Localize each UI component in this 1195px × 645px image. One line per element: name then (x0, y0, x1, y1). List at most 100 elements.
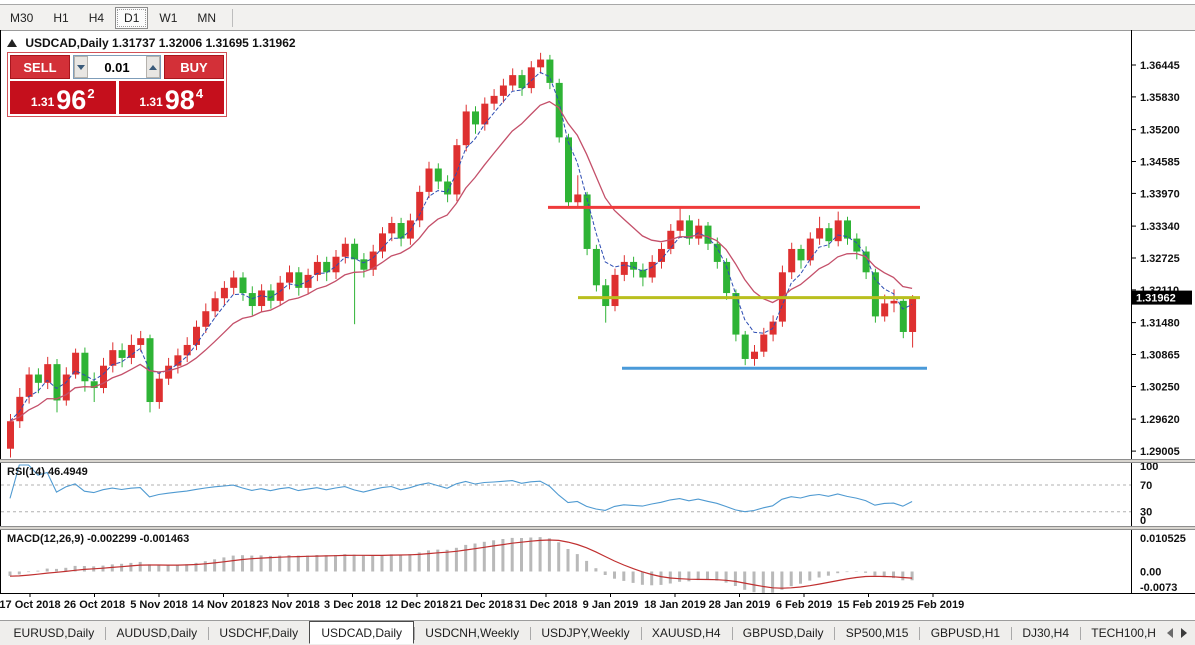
macd-histogram-bar (473, 543, 477, 572)
ask-price-display[interactable]: 1.31 98 4 (118, 81, 224, 114)
candle-body (797, 248, 805, 261)
macd-histogram-bar (603, 571, 607, 575)
panel-splitter[interactable] (0, 459, 1195, 463)
timeframe-button-mn[interactable]: MN (197, 10, 217, 25)
candle-body (825, 228, 833, 242)
candle-body (379, 233, 386, 252)
chart-tab-usdjpy[interactable]: USDJPY,Weekly (541, 626, 630, 640)
candle-body (388, 223, 396, 234)
candle-body (286, 272, 293, 283)
macd-histogram-bar (817, 571, 821, 578)
date-tick-label: 18 Jan 2019 (644, 599, 706, 611)
macd-histogram-bar (520, 538, 523, 572)
macd-histogram-bar (454, 547, 458, 572)
chart-tab-audusd[interactable]: AUDUSD,Daily (116, 626, 198, 640)
candle-body (490, 95, 498, 104)
candle-body (862, 251, 870, 273)
timeframe-button-d1[interactable]: D1 (115, 6, 149, 29)
macd-histogram-bar (268, 555, 272, 572)
candle-body (527, 67, 535, 89)
candle-body (425, 168, 433, 192)
panel-splitter[interactable] (0, 526, 1195, 530)
date-tick-label: 28 Jan 2019 (709, 599, 771, 611)
price-tick-label: 1.36445 (1140, 60, 1180, 72)
macd-histogram-bar (55, 568, 58, 572)
collapse-icon[interactable] (7, 39, 17, 47)
macd-histogram-bar (492, 540, 496, 572)
chart-tab-usdcnh[interactable]: USDCNH,Weekly (425, 626, 520, 640)
candle-body (34, 374, 42, 383)
tab-scroll-left-icon[interactable] (1167, 628, 1173, 638)
macd-histogram-bar (241, 555, 244, 572)
sell-button[interactable]: SELL (10, 55, 70, 79)
chart-tab-tech100[interactable]: TECH100,H (1091, 626, 1156, 640)
macd-histogram-bar (845, 571, 849, 573)
macd-histogram-bar (436, 549, 440, 572)
candle-body (248, 293, 256, 307)
chart-tab-gbpusd[interactable]: GBPUSD,H1 (930, 626, 1001, 640)
candle-body (462, 111, 470, 146)
lot-decrease-button[interactable] (74, 56, 88, 78)
candle-body (295, 272, 303, 288)
candle-body (267, 290, 275, 301)
date-tick-label: 26 Oct 2018 (64, 599, 125, 611)
candle-body (565, 137, 572, 203)
candle-body (239, 277, 247, 294)
bid-price-big-digits: 96 (56, 85, 87, 115)
candle-body (100, 365, 107, 389)
arrow-up-icon (149, 64, 158, 70)
macd-histogram-bar (166, 565, 170, 572)
candle-body (592, 248, 600, 286)
timeframe-button-m30[interactable]: M30 (10, 10, 34, 25)
timeframe-button-h1[interactable]: H1 (53, 10, 69, 25)
macd-histogram-bar (882, 571, 886, 578)
candle-body (202, 311, 210, 327)
price-chart-canvas[interactable]: 1.36445 1.35830 1.35200 1.34585 1.33970 1.333… (0, 30, 1195, 620)
chart-tab-xauusd[interactable]: XAUUSD,H4 (651, 626, 721, 640)
price-tick-label: 1.29620 (1140, 414, 1180, 426)
macd-histogram-bar (399, 554, 403, 572)
candle-body (472, 111, 479, 125)
macd-histogram-bar (352, 554, 356, 572)
tab-scroll-right-icon[interactable] (1181, 628, 1187, 638)
lot-increase-button[interactable] (146, 56, 160, 78)
candle-body (16, 396, 24, 422)
candle-body (518, 75, 526, 89)
candle-body (890, 300, 898, 304)
candle-body (853, 238, 861, 252)
price-tick-label: 1.33970 (1140, 188, 1180, 200)
candle-body (127, 344, 135, 358)
macd-histogram-bar (622, 571, 626, 581)
macd-histogram-bar (82, 566, 86, 572)
chart-tab-usdchf[interactable]: USDCHF,Daily (219, 626, 299, 640)
timeframe-button-h4[interactable]: H4 (88, 10, 105, 25)
date-tick-label: 21 Dec 2018 (450, 599, 513, 611)
macd-histogram-bar (557, 542, 561, 572)
candle-body (25, 374, 33, 397)
fast-ma-line (9, 71, 913, 422)
chart-tab-gbpusd[interactable]: GBPUSD,Daily (742, 626, 824, 640)
candle-body (341, 243, 349, 257)
rsi-scale-label: 30 (1140, 507, 1152, 519)
arrow-down-icon (76, 64, 85, 70)
date-tick-label: 25 Feb 2019 (902, 599, 964, 611)
macd-signal-line (9, 539, 913, 589)
bid-price-display[interactable]: 1.31 96 2 (10, 81, 116, 114)
candle-body (713, 243, 721, 262)
macd-histogram-bar (427, 550, 430, 572)
chart-tab-eurusd[interactable]: EURUSD,Daily (13, 626, 95, 640)
macd-histogram-bar (306, 555, 310, 572)
candle-body (909, 297, 917, 332)
chart-tab-usdcad[interactable]: USDCAD,Daily (309, 620, 415, 644)
macd-layer (8, 537, 914, 593)
candle-body (453, 145, 461, 195)
candle-body (537, 59, 545, 68)
chart-tab-sp500[interactable]: SP500,M15 (845, 626, 909, 640)
chart-tab-dj30[interactable]: DJ30,H4 (1022, 626, 1069, 640)
timeframe-button-w1[interactable]: W1 (159, 10, 178, 25)
macd-histogram-bar (910, 571, 914, 581)
candle-body (323, 261, 331, 273)
price-tick-label: 1.33340 (1140, 221, 1180, 233)
buy-button[interactable]: BUY (164, 55, 224, 79)
lot-size-input[interactable] (87, 56, 147, 78)
